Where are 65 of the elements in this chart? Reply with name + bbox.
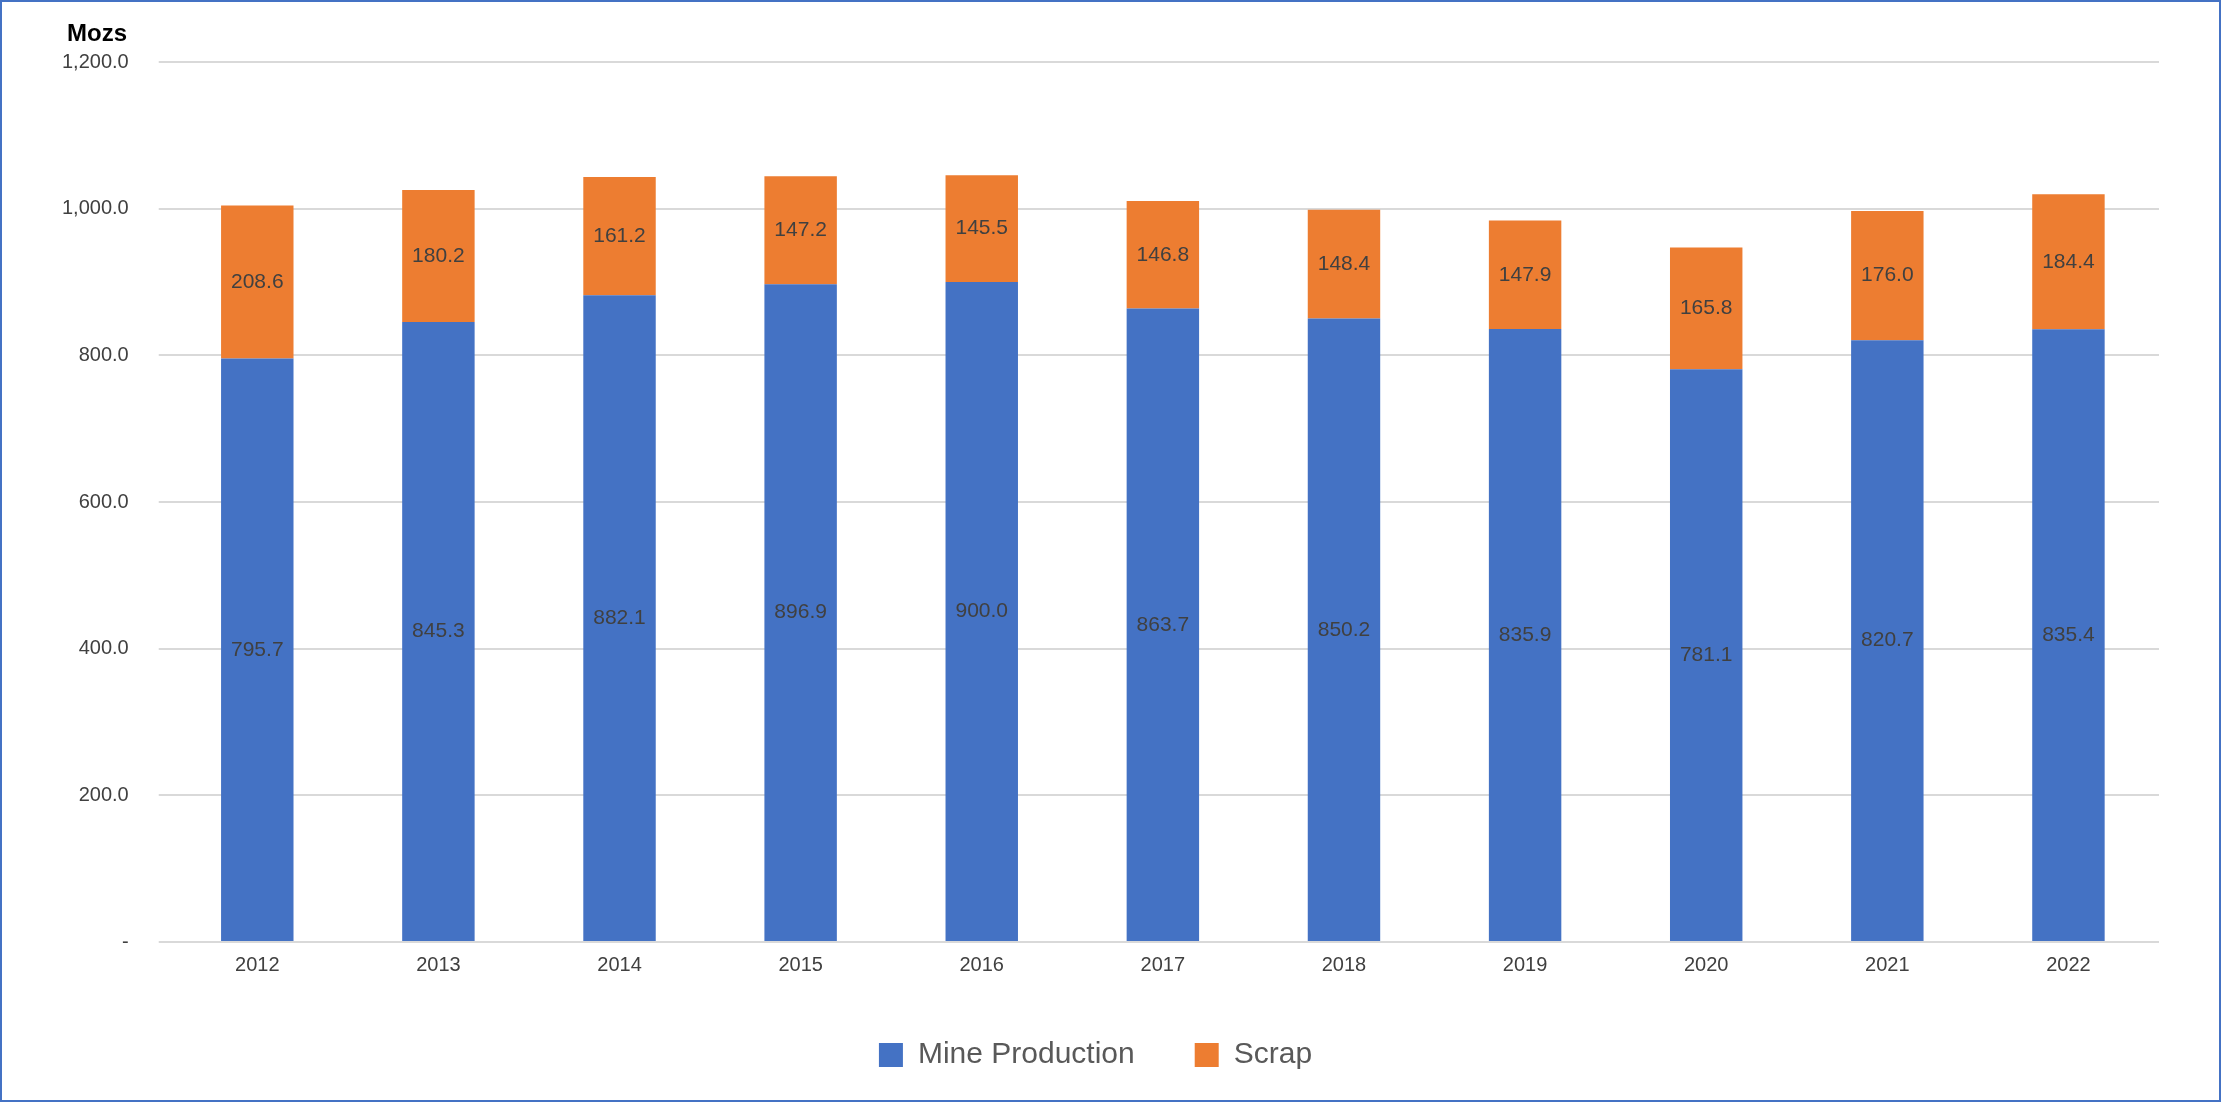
bar: [402, 189, 475, 323]
x-tick-label: 2018: [1321, 952, 1367, 975]
bar: [583, 295, 656, 941]
bar: [945, 282, 1018, 941]
bar: [1488, 329, 1562, 941]
legend-label: Mine Production: [917, 1036, 1135, 1070]
bar: [764, 284, 837, 941]
data-label: 900.0: [955, 598, 1009, 622]
data-label: 795.7: [231, 636, 284, 660]
data-label: 176.0: [1861, 262, 1914, 286]
bar: [583, 176, 656, 296]
bar: [221, 358, 294, 941]
data-label: 184.4: [2042, 248, 2096, 272]
data-label: 820.7: [1861, 627, 1914, 651]
y-tick-label: -: [122, 929, 129, 952]
y-tick-label: 800.0: [78, 342, 129, 365]
data-label: 148.4: [1317, 250, 1371, 274]
y-axis-title: Mozs: [67, 18, 127, 46]
data-label: 147.2: [774, 217, 827, 241]
data-label: 147.9: [1498, 261, 1552, 285]
data-label: 165.8: [1679, 295, 1733, 319]
data-label: 850.2: [1317, 616, 1371, 640]
bar: [1488, 220, 1562, 330]
y-tick-label: 400.0: [78, 636, 129, 659]
y-tick-label: 1,200.0: [61, 49, 129, 72]
data-label: 781.1: [1679, 641, 1733, 665]
data-label: 863.7: [1136, 611, 1190, 635]
bar: [402, 322, 475, 941]
bar: [1307, 209, 1381, 319]
data-label: 161.2: [593, 222, 646, 246]
bar: [1669, 247, 1743, 370]
data-label: 145.5: [955, 215, 1009, 239]
data-label: 835.9: [1498, 621, 1552, 645]
x-tick-label: 2020: [1683, 952, 1729, 975]
x-tick-label: 2014: [597, 952, 642, 975]
x-tick-label: 2015: [778, 952, 823, 975]
bar: [1851, 340, 1924, 941]
data-label: 146.8: [1136, 241, 1190, 265]
data-label: 845.3: [412, 618, 465, 642]
bar: [1851, 211, 1924, 341]
bar: [1307, 318, 1381, 941]
x-tick-label: 2017: [1140, 952, 1186, 975]
bar: [1126, 200, 1200, 309]
y-tick-label: 600.0: [78, 489, 129, 512]
bar: [221, 205, 294, 359]
x-tick-label: 2016: [959, 952, 1004, 975]
x-tick-label: 2012: [235, 952, 280, 975]
x-tick-label: 2022: [2046, 952, 2091, 975]
bar: [1126, 308, 1200, 941]
bar: [945, 175, 1018, 282]
data-label: 208.6: [231, 268, 284, 292]
bar: [2032, 194, 2105, 330]
bar: [2032, 329, 2105, 941]
y-tick-label: 1,000.0: [61, 196, 129, 219]
x-tick-label: 2019: [1502, 952, 1548, 975]
x-tick-label: 2013: [416, 952, 461, 975]
y-tick-label: 200.0: [78, 782, 129, 805]
x-tick-label: 2021: [1865, 952, 1910, 975]
data-label: 180.2: [412, 242, 465, 266]
data-label: 835.4: [2042, 621, 2096, 645]
data-label: 896.9: [774, 599, 827, 623]
data-label: 882.1: [593, 604, 646, 628]
bar: [1669, 369, 1743, 941]
legend-label: Scrap: [1233, 1036, 1313, 1070]
bar: [764, 176, 837, 285]
